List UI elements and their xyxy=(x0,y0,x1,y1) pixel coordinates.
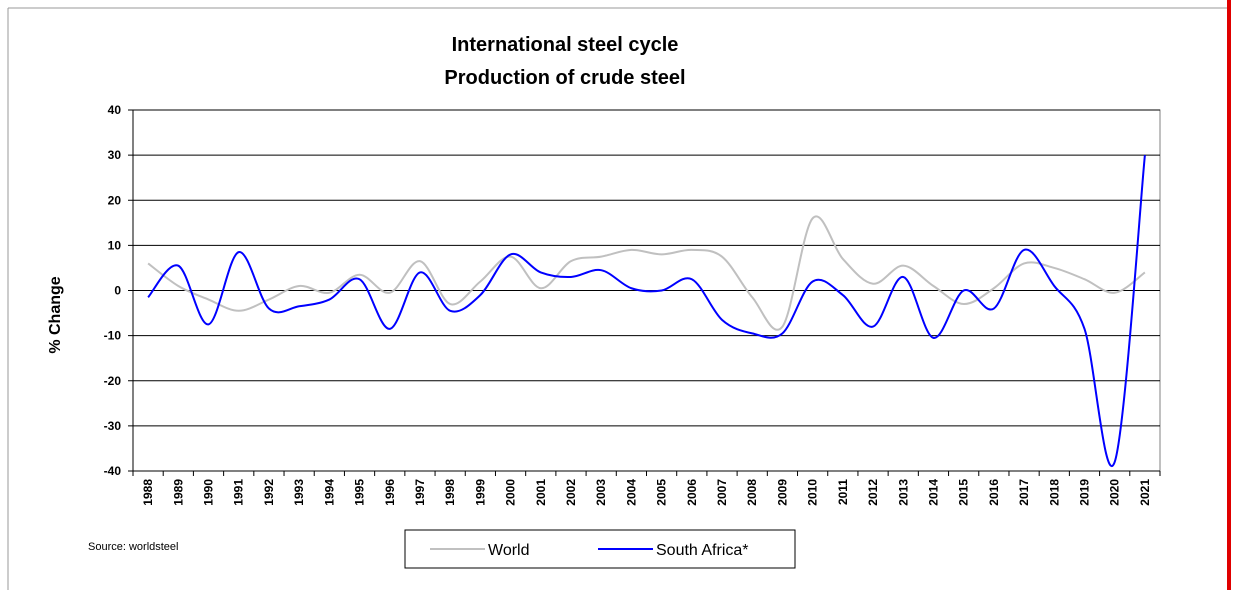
x-tick-label: 2020 xyxy=(1108,479,1122,506)
x-tick-label: 2017 xyxy=(1017,479,1031,506)
y-tick-label: -20 xyxy=(104,374,122,388)
x-tick-label: 2014 xyxy=(926,479,940,506)
x-tick-label: 2005 xyxy=(655,479,669,506)
x-tick-label: 1997 xyxy=(413,479,427,506)
source-note: Source: worldsteel xyxy=(88,541,179,553)
x-tick-label: 2013 xyxy=(896,479,910,506)
x-tick-label: 1989 xyxy=(171,479,185,506)
legend-label: World xyxy=(488,542,530,559)
y-tick-label: 20 xyxy=(108,193,122,207)
chart-title: International steel cycle xyxy=(452,34,679,56)
chart-title: Production of crude steel xyxy=(444,67,685,89)
x-tick-label: 2009 xyxy=(775,479,789,506)
x-tick-label: 2011 xyxy=(836,479,850,505)
x-tick-label: 2012 xyxy=(866,479,880,506)
x-tick-label: 2001 xyxy=(534,479,548,506)
x-tick-label: 1996 xyxy=(383,479,397,506)
x-tick-label: 2018 xyxy=(1047,479,1061,506)
x-tick-label: 1994 xyxy=(322,479,336,506)
x-tick-label: 1993 xyxy=(292,479,306,506)
series-line xyxy=(147,215,1146,331)
x-tick-label: 2003 xyxy=(594,479,608,506)
x-tick-label: 2007 xyxy=(715,479,729,506)
y-tick-label: 10 xyxy=(108,238,122,252)
y-tick-label: 30 xyxy=(108,148,122,162)
x-tick-label: 2019 xyxy=(1077,479,1091,506)
x-tick-label: 1998 xyxy=(443,479,457,506)
y-axis-label: % Change xyxy=(47,276,64,353)
series-line xyxy=(147,155,1146,467)
x-tick-label: 1999 xyxy=(473,479,487,506)
y-tick-label: -30 xyxy=(104,419,122,433)
x-tick-label: 2008 xyxy=(745,479,759,506)
x-tick-label: 1995 xyxy=(353,479,367,506)
x-tick-label: 2021 xyxy=(1138,479,1152,506)
x-tick-label: 1988 xyxy=(141,479,155,506)
x-tick-label: 2000 xyxy=(504,479,518,506)
y-tick-label: -10 xyxy=(104,329,122,343)
x-tick-label: 1990 xyxy=(202,479,216,506)
y-tick-label: 0 xyxy=(114,284,121,298)
legend-label: South Africa* xyxy=(656,542,749,559)
x-tick-label: 2016 xyxy=(987,479,1001,506)
x-tick-label: 2010 xyxy=(806,479,820,506)
x-tick-label: 2004 xyxy=(624,479,638,506)
x-tick-label: 2002 xyxy=(564,479,578,506)
x-tick-label: 2015 xyxy=(957,479,971,506)
x-tick-label: 1991 xyxy=(232,479,246,506)
y-tick-label: 40 xyxy=(108,103,122,117)
x-tick-label: 1992 xyxy=(262,479,276,506)
y-tick-label: -40 xyxy=(104,464,122,478)
x-tick-label: 2006 xyxy=(685,479,699,506)
